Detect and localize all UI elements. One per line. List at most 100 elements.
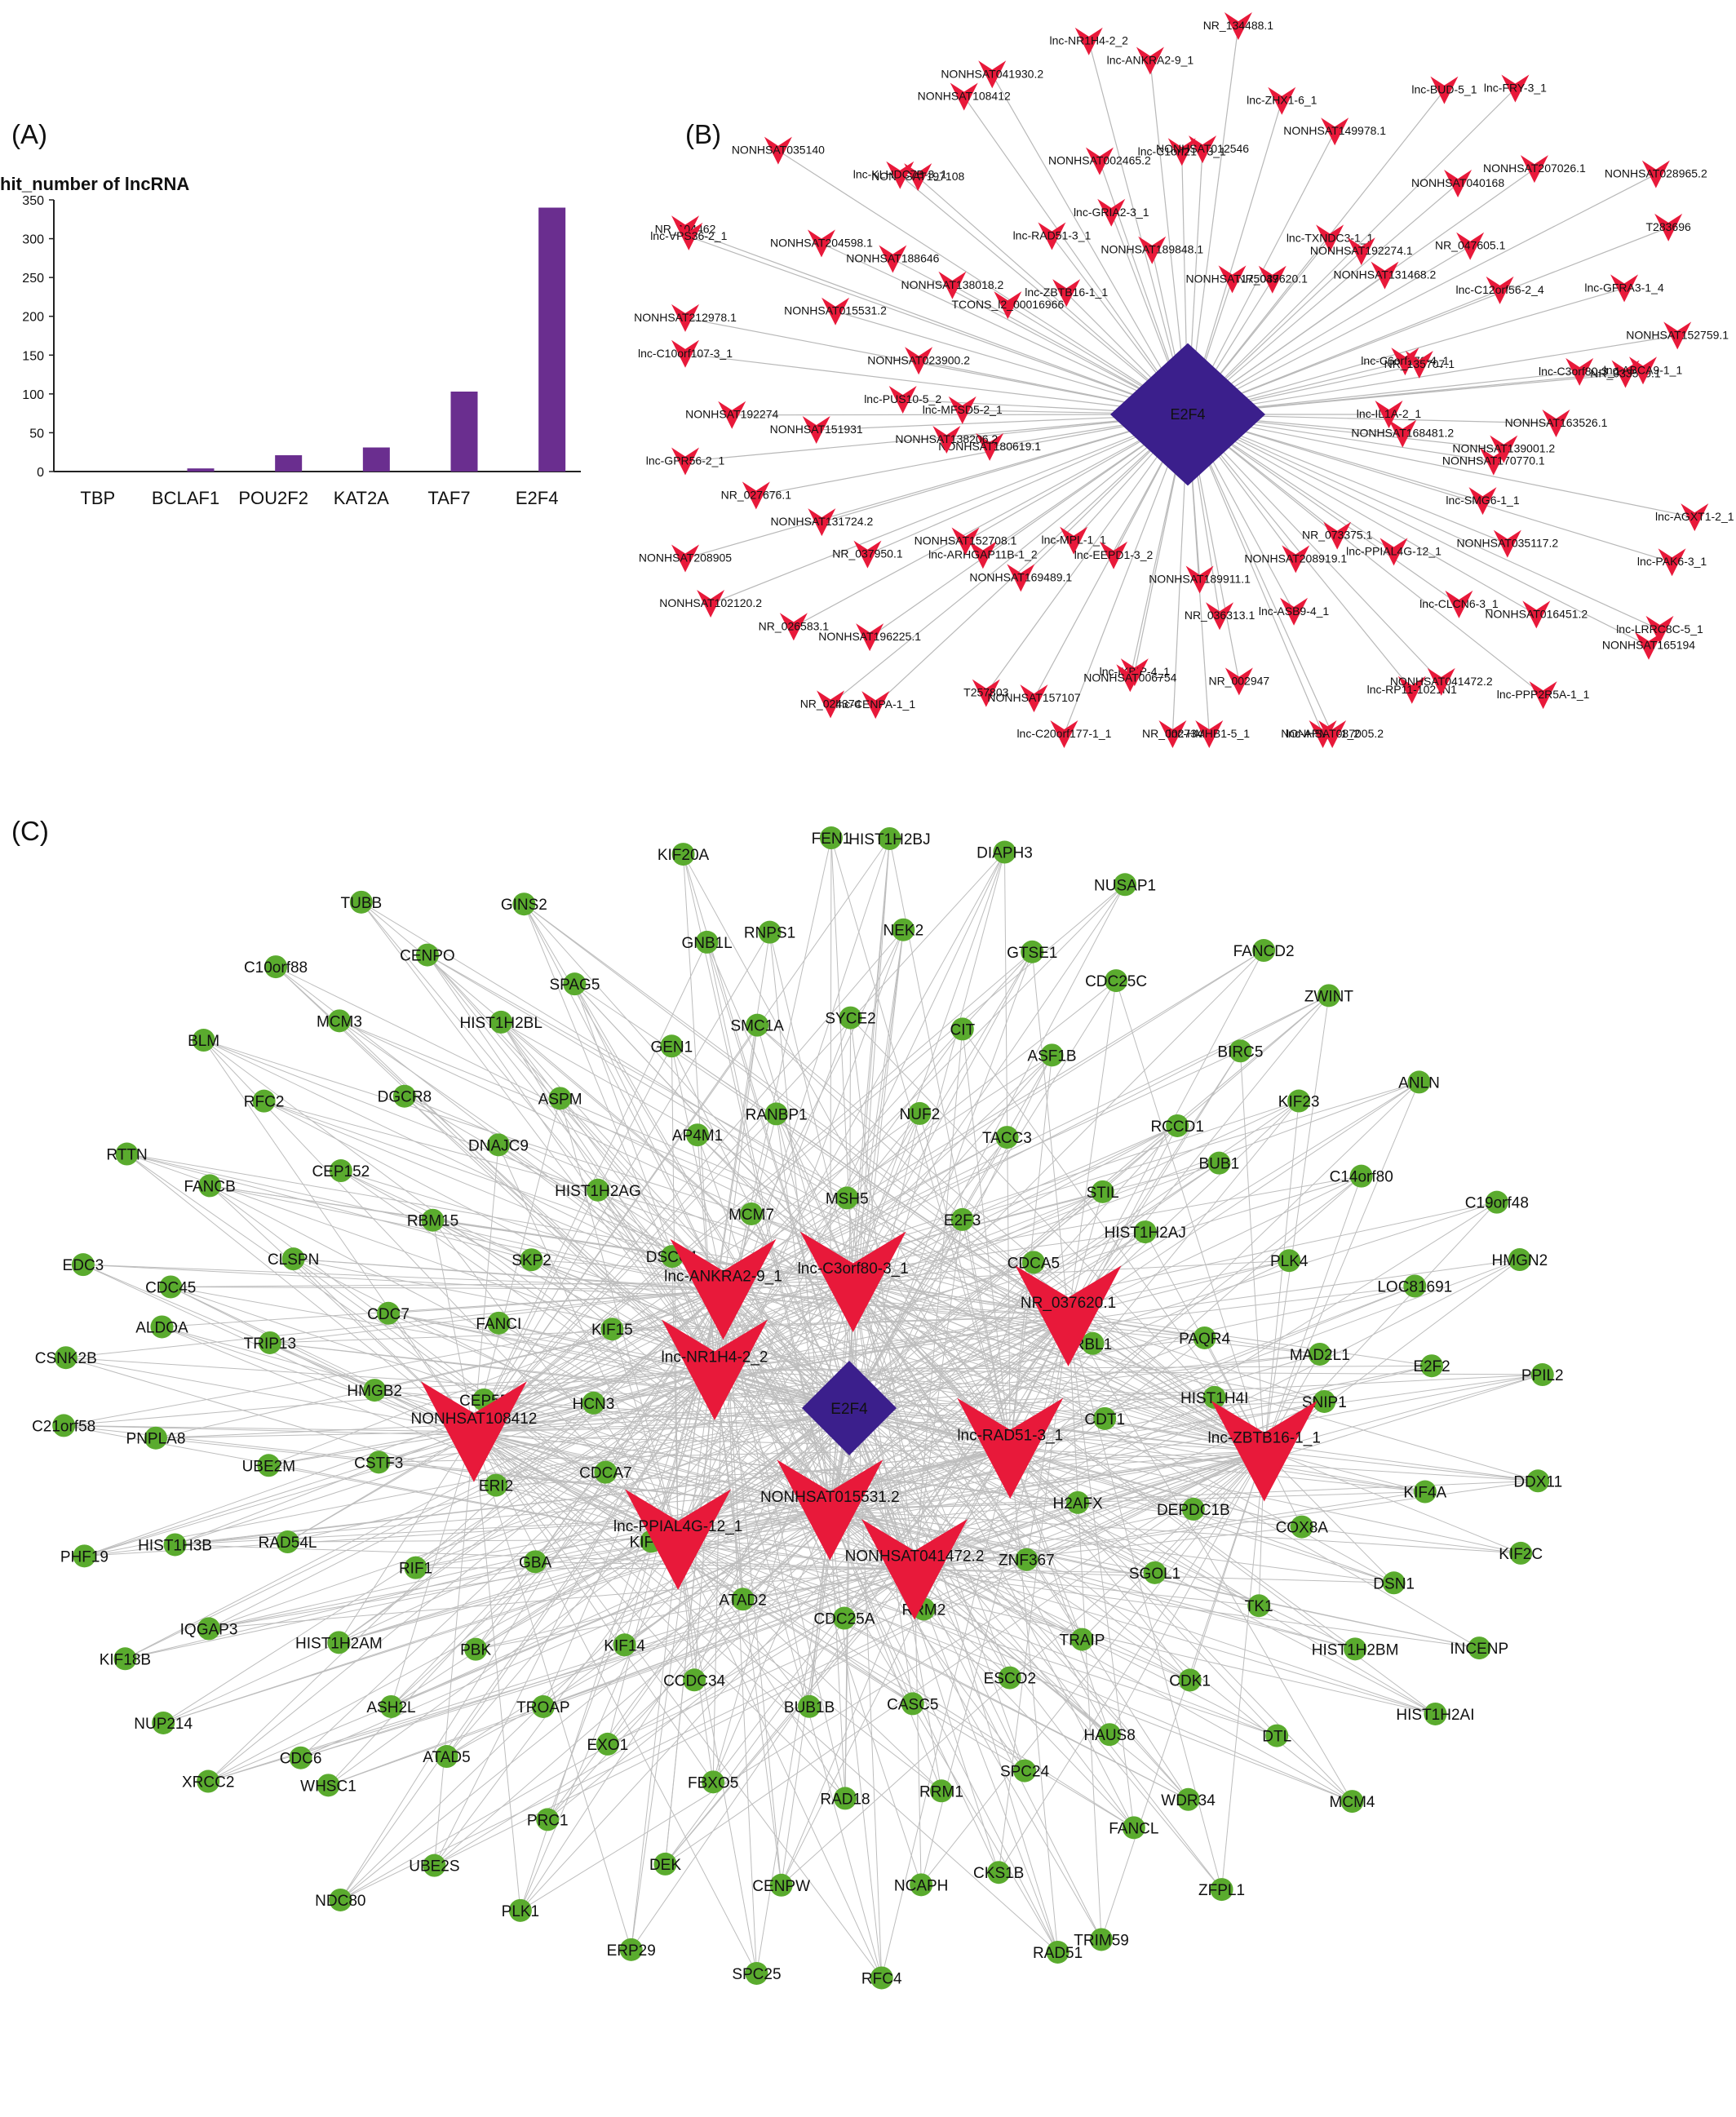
lncrna-node xyxy=(675,222,703,250)
panel-c-edge xyxy=(64,1424,830,1511)
panel-c-edge xyxy=(65,1357,679,1540)
panel-b-edge xyxy=(1187,414,1537,615)
panel-c-edge xyxy=(829,1509,846,1799)
gene-node xyxy=(508,1898,532,1922)
gene-node xyxy=(1247,1594,1271,1618)
gene-node xyxy=(281,1247,305,1271)
panel-c-edge xyxy=(264,1101,724,1290)
panel-b-edge xyxy=(684,317,1189,415)
panel-c-edge xyxy=(881,1448,1011,1978)
gene-node xyxy=(1420,1354,1444,1378)
gene-node xyxy=(1278,1249,1301,1273)
gene-label: FANCD2 xyxy=(1233,943,1295,960)
panel-c-edge xyxy=(433,1539,679,1866)
lncrna-node xyxy=(1658,548,1686,577)
lncrna-node xyxy=(1097,198,1126,227)
gene-node xyxy=(929,1779,953,1803)
gene-node xyxy=(1046,1940,1070,1964)
gene-node xyxy=(582,1391,605,1415)
gene-label: RRM1 xyxy=(919,1783,963,1800)
gene-node xyxy=(1526,1469,1550,1493)
gene-label: EXO1 xyxy=(587,1737,628,1754)
gene-label: BLM xyxy=(188,1033,219,1050)
gene-node xyxy=(835,1186,859,1210)
panel-b-edge xyxy=(869,414,1189,638)
panel-c-edge xyxy=(64,1424,679,1540)
gene-label: ZWINT xyxy=(1304,988,1354,1005)
panel-c-edge xyxy=(723,1289,1353,1802)
panel-b-edge xyxy=(985,414,1189,694)
panel-c-edge xyxy=(339,1020,724,1290)
lncrna-node xyxy=(671,303,699,332)
gene-node xyxy=(524,1550,547,1574)
panel-c-edge xyxy=(920,1450,1265,1885)
gene-label: HIST1H3B xyxy=(138,1537,212,1554)
panel-b-edge xyxy=(917,176,1189,415)
panel-c-edge xyxy=(427,954,715,1371)
x-tick-label: TAF7 xyxy=(427,488,470,508)
panel-c-edge xyxy=(919,1113,1011,1449)
panel-c-edge xyxy=(1010,1447,1425,1493)
panel-c-edge xyxy=(328,1450,1264,1786)
panel-c-edge xyxy=(473,994,1330,1433)
gene-label: ANLN xyxy=(1398,1074,1440,1092)
lncrna-node xyxy=(1195,720,1224,748)
gene-node xyxy=(870,1966,893,1990)
panel-c-edge xyxy=(1082,1450,1265,1640)
gene-node xyxy=(950,1207,974,1231)
gene-label: KIF2C xyxy=(1499,1546,1543,1563)
panel-c-edge xyxy=(473,1114,777,1433)
lncrna-node xyxy=(779,613,808,641)
lncrna-label: NONHSAT175049 xyxy=(1185,272,1278,285)
panel-c-edge xyxy=(340,1170,850,1409)
panel-c-edge xyxy=(82,1264,679,1540)
gene-label: IQGAP3 xyxy=(180,1621,238,1638)
gene-label: PLK1 xyxy=(502,1903,539,1920)
panel-c-edge xyxy=(500,1021,850,1409)
gene-node xyxy=(695,930,719,954)
panel-c-edge xyxy=(434,1450,1264,1867)
gene-label: DNAJC9 xyxy=(468,1137,529,1154)
lncrna-node xyxy=(1050,720,1078,748)
lncrna-label: NONHSAT151931 xyxy=(770,423,863,436)
gene-node xyxy=(731,1588,755,1611)
gene-label: CIT xyxy=(950,1021,975,1039)
lncrna-node xyxy=(1486,276,1514,304)
panel-c-edge xyxy=(830,1509,1394,1583)
panel-c-edge xyxy=(723,1136,1008,1290)
gene-label: ERP29 xyxy=(607,1942,656,1960)
panel-c-edge xyxy=(848,1407,1356,1650)
panel-b-edge xyxy=(875,414,1189,706)
gene-node xyxy=(367,1450,391,1474)
panel-c-edge xyxy=(203,1039,475,1433)
gene-node xyxy=(563,972,587,996)
gene-node xyxy=(1508,1248,1531,1272)
gene-node xyxy=(683,1668,706,1692)
panel-b-network: lnc-IL1A-2_1 lnc-SMG6-1_1 NONHSAT163526.1 N… xyxy=(634,12,1734,748)
gene-label: H2AFX xyxy=(1052,1495,1103,1512)
panel-c-edge xyxy=(607,1407,850,1745)
e2f4-center-label: E2F4 xyxy=(830,1401,868,1418)
gene-node xyxy=(423,1853,446,1877)
panel-c-edge xyxy=(683,853,830,1511)
gene-label: CDT1 xyxy=(1084,1411,1125,1428)
panel-c-edge xyxy=(433,1289,724,1866)
panel-c-edge xyxy=(361,901,1264,1452)
gene-node xyxy=(531,1694,555,1718)
gene-node xyxy=(1468,1636,1491,1660)
y-tick-label: 300 xyxy=(22,233,44,247)
gene-label: CDCA7 xyxy=(579,1465,631,1482)
gene-label: CSNK2B xyxy=(35,1350,97,1367)
panel-c-edge xyxy=(203,1039,724,1290)
panel-c-edge xyxy=(848,1407,1521,1554)
gene-label: RNPS1 xyxy=(744,925,795,942)
y-tick-label: 100 xyxy=(22,388,44,402)
lncrna-node xyxy=(978,60,1007,89)
lncrna-node xyxy=(1645,615,1674,644)
gene-label: RAD51 xyxy=(1033,1945,1083,1962)
lncrna-node xyxy=(856,623,884,652)
gene-node xyxy=(197,1617,221,1641)
gene-node xyxy=(377,1301,401,1325)
panel-c-edge xyxy=(1068,981,1117,1317)
gene-label: CLSPN xyxy=(268,1251,319,1269)
